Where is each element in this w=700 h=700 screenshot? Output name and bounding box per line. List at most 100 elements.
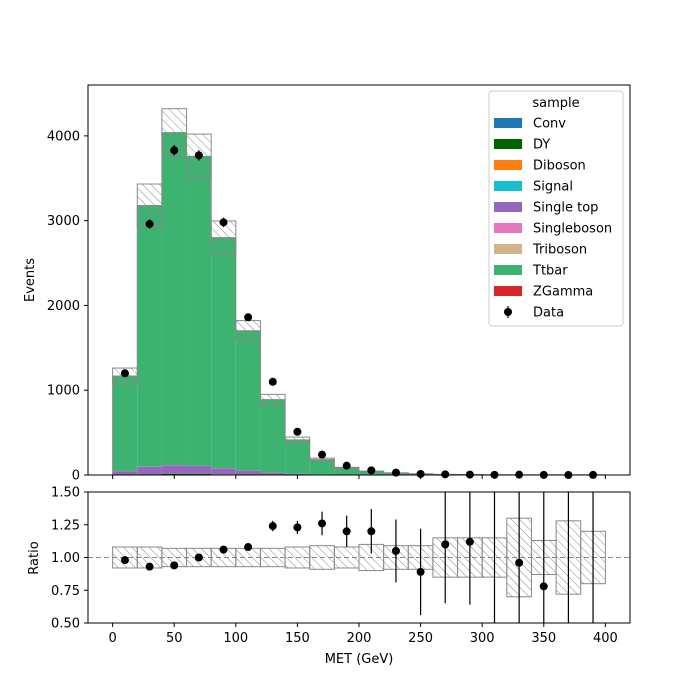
- bottom-ytick-label-1: 0.75: [51, 584, 80, 599]
- bar-single-top-4: [211, 468, 236, 475]
- legend-label-3: Signal: [533, 180, 573, 195]
- legend-swatch-3: [494, 181, 522, 191]
- top-y-axis-label: Events: [23, 258, 38, 302]
- data-point-12: [416, 469, 425, 478]
- bar-ttbar-5: [235, 330, 261, 471]
- bar-dy-2: [161, 473, 187, 475]
- bar-ttbar-7: [285, 439, 310, 474]
- bottom-xtick-label-1: 50: [166, 631, 183, 646]
- legend-label-0: Conv: [533, 117, 566, 132]
- data-point-0: [120, 369, 129, 378]
- bar-single-top-3: [186, 466, 212, 474]
- legend-swatch-7: [494, 265, 522, 275]
- data-point-5: [244, 313, 253, 322]
- top-y-ticks: 0 1000 2000 3000 4000: [47, 129, 88, 484]
- bar-single-top-6: [260, 472, 286, 475]
- data-point-1: [145, 220, 154, 229]
- legend-label-9: Data: [533, 306, 564, 321]
- stacked-bars: [112, 132, 606, 475]
- legend-label-7: Ttbar: [532, 264, 568, 279]
- bottom-xtick-label-6: 300: [470, 631, 495, 646]
- ratio-point-8: [318, 519, 327, 528]
- ratio-point-7: [293, 523, 302, 532]
- bottom-y-axis-label: Ratio: [27, 541, 42, 574]
- data-point-7: [293, 427, 302, 436]
- data-point-4: [219, 218, 228, 227]
- legend-items: Conv DY Diboson Signal Single top Singleboson…: [494, 117, 612, 321]
- ratio-point-17: [539, 582, 548, 591]
- bottom-xtick-label-0: 0: [108, 631, 116, 646]
- data-point-10: [367, 466, 376, 475]
- bottom-xtick-label-5: 250: [408, 631, 433, 646]
- top-x-ticks: [112, 475, 606, 479]
- ratio-point-10: [367, 527, 376, 536]
- ratio-points: [120, 492, 594, 623]
- bar-ttbar-4: [211, 237, 236, 469]
- bottom-xtick-label-2: 100: [223, 631, 248, 646]
- legend-title: sample: [532, 96, 579, 111]
- bar-ttbar-1: [137, 205, 162, 467]
- bar-dy-3: [186, 473, 212, 475]
- bar-single-top-1: [137, 466, 162, 475]
- ratio-point-11: [391, 546, 400, 555]
- legend-swatch-8: [494, 286, 522, 296]
- ratio-point-5: [244, 543, 253, 552]
- bar-single-top-7: [285, 473, 310, 475]
- ratio-point-9: [342, 527, 351, 536]
- data-point-6: [268, 377, 277, 386]
- top-ytick-label-1: 1000: [47, 384, 80, 399]
- data-point-2: [170, 146, 179, 155]
- bottom-xtick-label-7: 350: [531, 631, 556, 646]
- legend-swatch-6: [494, 244, 522, 254]
- ratio-point-12: [416, 567, 425, 576]
- legend-box: [488, 90, 624, 327]
- legend-label-4: Single top: [533, 201, 598, 216]
- ratio-point-3: [194, 553, 203, 562]
- legend-swatch-0: [494, 118, 522, 128]
- top-ytick-label-0: 0: [72, 469, 80, 484]
- data-points: [120, 145, 598, 479]
- top-ytick-label-3: 3000: [47, 214, 80, 229]
- bar-ttbar-0: [112, 375, 138, 471]
- ratio-point-0: [120, 556, 129, 565]
- x-axis-label: MET (GeV): [325, 652, 394, 667]
- ratio-point-14: [465, 537, 474, 546]
- bottom-ytick-label-4: 1.50: [51, 486, 80, 501]
- bottom-y-ticks: 0.50 0.75 1.00 1.25 1.50: [51, 486, 88, 632]
- bottom-xtick-label-4: 200: [347, 631, 372, 646]
- legend-swatch-4: [494, 202, 522, 212]
- legend-label-6: Triboson: [532, 243, 587, 258]
- legend-swatch-5: [494, 223, 522, 233]
- bottom-panel: 0.50 0.75 1.00 1.25 1.50 0 50 100 150 200 250 300 3…: [27, 486, 631, 667]
- data-point-9: [342, 461, 351, 470]
- bar-ttbar-8: [309, 459, 335, 475]
- legend-label-5: Singleboson: [533, 222, 612, 237]
- legend-swatch-2: [494, 160, 522, 170]
- bar-ttbar-3: [186, 156, 212, 466]
- bar-single-top-0: [112, 471, 138, 475]
- bar-single-top-2: [161, 465, 187, 474]
- data-point-13: [441, 470, 450, 479]
- bar-ttbar-9: [334, 467, 359, 475]
- legend-swatch-1: [494, 139, 522, 149]
- data-point-3: [194, 151, 203, 160]
- bottom-ytick-label-3: 1.25: [51, 518, 80, 533]
- legend-swatch-9: [504, 308, 512, 316]
- bottom-x-ticks: 0 50 100 150 200 250 300 350 400: [108, 623, 618, 646]
- ratio-point-13: [441, 540, 450, 549]
- bottom-xtick-label-8: 400: [593, 631, 618, 646]
- ratio-point-2: [170, 561, 179, 570]
- legend-label-1: DY: [533, 138, 550, 153]
- top-ytick-label-4: 4000: [47, 129, 80, 144]
- top-panel: 0 1000 2000 3000 4000 Events sample Conv DY Di…: [23, 84, 631, 484]
- ratio-point-1: [145, 562, 154, 571]
- top-ytick-label-2: 2000: [47, 299, 80, 314]
- legend-label-2: Diboson: [533, 159, 586, 174]
- ratio-point-16: [515, 558, 524, 567]
- bar-ttbar-6: [260, 399, 286, 473]
- bar-single-top-5: [235, 470, 261, 475]
- bottom-ytick-label-2: 1.00: [51, 551, 80, 566]
- legend: sample Conv DY Diboson Signal Single top Sing…: [488, 90, 624, 327]
- bar-ttbar-2: [161, 132, 187, 465]
